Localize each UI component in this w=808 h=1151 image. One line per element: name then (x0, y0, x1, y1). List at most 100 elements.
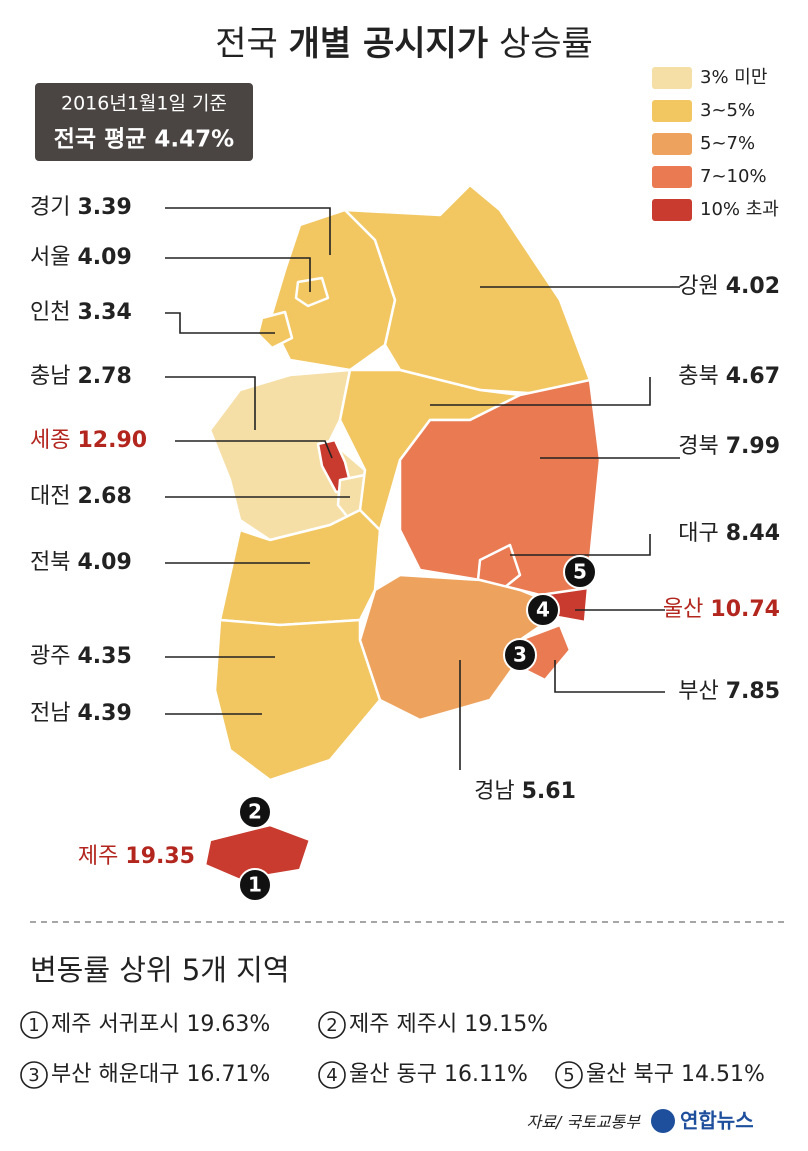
leader-line (165, 376, 256, 430)
rank-pin-number: 3 (513, 643, 527, 667)
region-label: 광주 4.35 (30, 644, 132, 669)
region-value: 5.61 (522, 779, 576, 804)
rank-value: 19.63% (186, 1012, 270, 1037)
region-name: 대구 (678, 521, 718, 546)
region-name: 전남 (30, 701, 70, 726)
region-labels: 경기 3.39 서울 4.09 인천 3.34 충남 2.78 세종 12.90 대전 2… (30, 195, 780, 902)
legend-label: 7~10% (700, 166, 767, 187)
region-label: 경기 3.39 (30, 195, 132, 220)
title-part: 상승률 (499, 24, 593, 64)
title: 전국 개별 공시지가 상승률 (215, 24, 593, 64)
region-area (256, 310, 294, 350)
rank-value: 16.11% (444, 1062, 528, 1087)
rank-number: 4 (326, 1065, 337, 1086)
rank-pin (526, 593, 560, 627)
leader-line (510, 534, 651, 556)
top5-list: 1 제주 서귀포시 19.63% 2 제주 제주시 19.15% 3 부산 해운대구 16… (20, 1011, 765, 1089)
region-area (294, 276, 330, 308)
region-value: 4.67 (726, 364, 780, 389)
region-label: 전남 4.39 (30, 701, 132, 726)
source: 자료/ 국토교통부 (526, 1113, 641, 1132)
rank-circle (20, 1011, 48, 1039)
legend-label: 10% 초과 (700, 199, 779, 220)
rank-entry: 부산 해운대구 16.71% (51, 1062, 270, 1087)
rank-entry: 울산 북구 14.51% (586, 1062, 765, 1087)
region-label: 대전 2.68 (30, 484, 132, 509)
legend-swatch (652, 199, 692, 221)
region-value: 19.35 (125, 844, 195, 869)
rank-value: 19.15% (464, 1012, 548, 1037)
info-date: 2016년1월1일 기준 (61, 93, 227, 115)
region-label: 서울 4.09 (30, 245, 132, 270)
region-name: 대전 (30, 484, 70, 509)
info-box (35, 83, 253, 161)
rank-value: 16.71% (186, 1062, 270, 1087)
region-name: 경기 (30, 195, 70, 220)
rank-entry: 제주 제주시 19.15% (349, 1012, 548, 1037)
rank-name: 울산 동구 (349, 1062, 437, 1087)
rank-number: 2 (326, 1015, 337, 1036)
leader-line (554, 660, 665, 693)
rank-number: 5 (563, 1065, 574, 1086)
legend-swatch (652, 67, 692, 89)
rank-circle (555, 1061, 583, 1089)
region-label: 경북 7.99 (678, 434, 780, 459)
region-value: 4.02 (726, 274, 780, 299)
leader-line (165, 257, 311, 292)
leader-line (175, 440, 333, 459)
leader-line (430, 377, 651, 406)
legend: 3% 미만 3~5% 5~7% 7~10% 10% 초과 (652, 67, 779, 221)
region-area (203, 823, 312, 882)
region-value: 3.39 (77, 195, 131, 220)
region-name: 충남 (30, 364, 70, 389)
region-value: 4.09 (77, 245, 131, 270)
legend-label: 3% 미만 (700, 67, 767, 88)
region-name: 전북 (30, 550, 70, 575)
region-name: 충북 (678, 364, 718, 389)
rank-name: 제주 제주시 (349, 1012, 457, 1037)
leader-line (165, 207, 331, 255)
title-part: 개별 공시지가 (289, 24, 489, 64)
rank-number: 3 (28, 1065, 39, 1086)
region-label: 인천 3.34 (30, 300, 132, 325)
region-name: 세종 (30, 428, 70, 453)
region-value: 3.34 (77, 300, 131, 325)
legend-swatch (652, 166, 692, 188)
region-value: 8.44 (726, 521, 780, 546)
region-value: 7.99 (726, 434, 780, 459)
region-label: 제주 19.35 (78, 844, 195, 869)
rank-pin-number: 4 (536, 598, 550, 622)
rank-circle (318, 1011, 346, 1039)
region-name: 울산 (663, 597, 703, 622)
region-name: 경남 (474, 779, 514, 804)
top5-heading: 변동률 상위 5개 지역 (30, 953, 290, 987)
legend-label: 3~5% (700, 100, 755, 121)
region-value: 7.85 (726, 679, 780, 704)
region-name: 경북 (678, 434, 718, 459)
region-value: 2.68 (77, 484, 131, 509)
region-value: 4.35 (77, 644, 131, 669)
rank-pin-number: 5 (573, 560, 587, 584)
rank-pin-number: 1 (248, 873, 262, 897)
rank-name: 부산 해운대구 (51, 1062, 179, 1087)
region-value: 10.74 (710, 597, 780, 622)
region-name: 서울 (30, 245, 70, 270)
region-label: 충북 4.67 (678, 364, 780, 389)
region-value: 12.90 (77, 428, 147, 453)
rank-circle (318, 1061, 346, 1089)
rank-value: 14.51% (681, 1062, 765, 1087)
region-name: 광주 (30, 644, 70, 669)
region-label: 강원 4.02 (678, 274, 780, 299)
rank-pin (503, 638, 537, 672)
rank-circle (20, 1061, 48, 1089)
rank-name: 울산 북구 (586, 1062, 674, 1087)
region-name: 부산 (678, 679, 718, 704)
rank-pin-number: 2 (248, 800, 262, 824)
rank-entry: 제주 서귀포시 19.63% (51, 1012, 270, 1037)
leader-line (165, 312, 275, 334)
rank-name: 제주 서귀포시 (51, 1012, 179, 1037)
rank-pin (563, 555, 597, 589)
logo-icon (651, 1109, 675, 1133)
legend-swatch (652, 100, 692, 122)
